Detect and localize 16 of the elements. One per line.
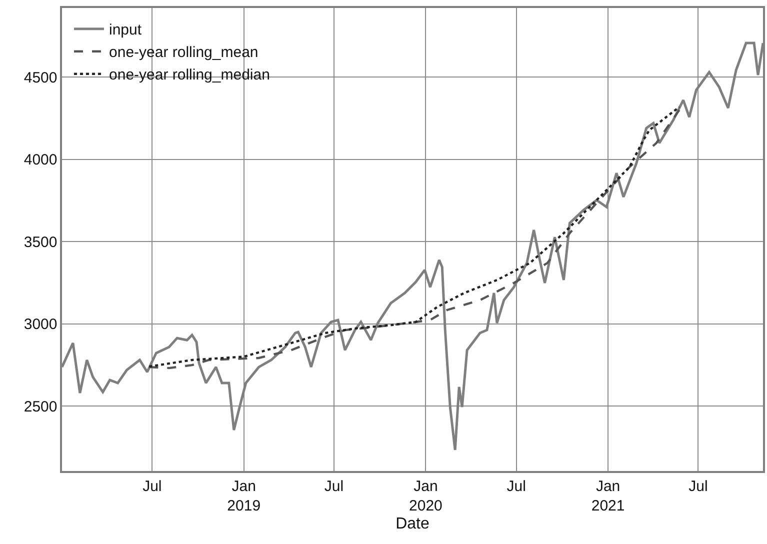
y-tick-label: 4500 (24, 69, 58, 86)
x-tick-label: Jan 2021 (591, 478, 625, 514)
x-tick-label: Jul (142, 478, 162, 495)
x-tick-label: Jul (688, 478, 708, 495)
x-tick-label: Jan 2019 (227, 478, 261, 514)
legend-label: one-year rolling_mean (109, 44, 258, 62)
x-tick-label: Jan 2020 (409, 478, 442, 514)
y-tick-label: 3000 (24, 316, 58, 334)
x-tick-label: Jul (506, 478, 526, 495)
x-tick-label: Jul (324, 478, 344, 495)
legend-label: one-year rolling_median (109, 66, 270, 84)
x-axis-title: Date (396, 515, 430, 532)
y-tick-label: 3500 (24, 234, 58, 251)
y-tick-label: 4000 (24, 152, 58, 169)
legend-label: input (109, 22, 142, 39)
y-tick-label: 2500 (24, 398, 58, 416)
